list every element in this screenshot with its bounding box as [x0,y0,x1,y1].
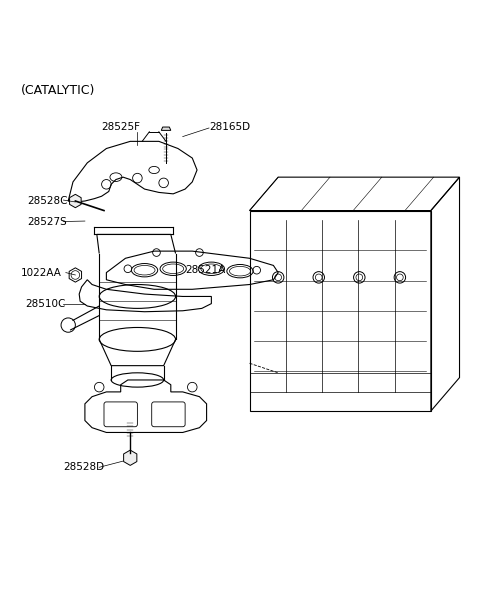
Text: 28527S: 28527S [28,217,67,226]
Text: 28528C: 28528C [28,196,68,206]
Text: 28528D: 28528D [63,462,105,472]
Text: 28521A: 28521A [185,265,226,275]
Text: 1022AA: 1022AA [21,267,61,278]
Text: 28165D: 28165D [209,122,250,132]
Text: 28510C: 28510C [25,299,66,308]
Text: (CATALYTIC): (CATALYTIC) [21,84,95,97]
Polygon shape [161,127,171,130]
Text: 28525F: 28525F [102,122,141,132]
